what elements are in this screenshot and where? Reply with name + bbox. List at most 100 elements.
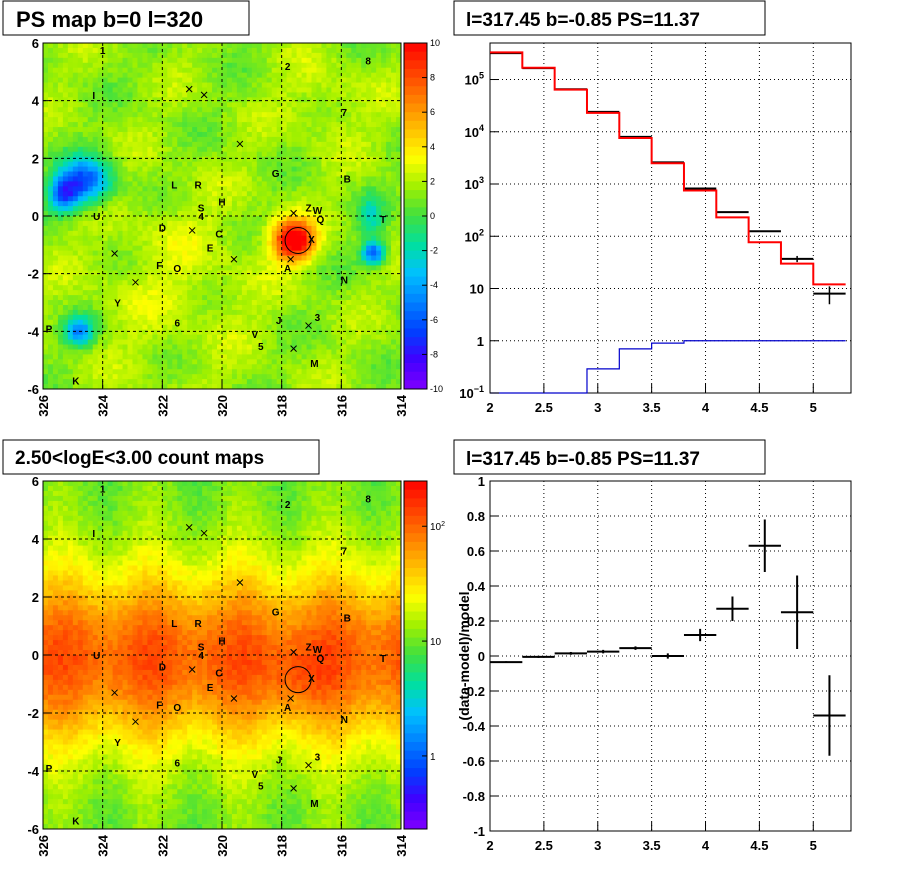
x-tick-label: 4: [702, 838, 710, 853]
source-label: 2: [285, 62, 291, 73]
source-label: 5: [258, 782, 264, 793]
colorbar-cell: [404, 155, 427, 165]
source-label: N: [341, 275, 348, 286]
y-tick-label: -0.4: [463, 719, 486, 734]
source-label: C: [215, 668, 222, 679]
colorbar-cell: [404, 164, 427, 174]
colorbar-tick-label: 2: [430, 176, 435, 186]
map-overlay: 1 2 8 I 7 G B L R H S4 Z WQ T U D C X E F O A N Y 6 J 3 P V5 M K: [43, 481, 401, 829]
colorbar-cell: [404, 181, 427, 191]
colorbar-cell: [404, 302, 427, 312]
source-label: 4: [198, 651, 204, 662]
colorbar-tick-label: -8: [430, 349, 438, 359]
colorbar-cell: [404, 689, 427, 699]
colorbar-tick-label: 10: [430, 637, 442, 648]
colorbar-cell: [404, 550, 427, 560]
source-label: N: [341, 715, 348, 726]
y-tick-label: -4: [27, 324, 39, 339]
colorbar-cell: [404, 802, 427, 812]
colorbar-tick-label: 1: [430, 752, 436, 763]
y-tick-label: 10: [470, 282, 484, 297]
colorbar-cell: [404, 198, 427, 208]
colorbar-cell: [404, 620, 427, 630]
source-label: V: [251, 330, 258, 341]
source-label: O: [173, 264, 181, 275]
y-tick-label: -0.8: [463, 789, 485, 804]
source-label: V: [251, 770, 258, 781]
colorbar-cell: [404, 250, 427, 260]
colorbar-cell: [404, 733, 427, 743]
y-tick-label: -2: [27, 267, 39, 282]
colorbar-cell: [404, 515, 427, 525]
source-label: F: [156, 261, 162, 272]
chart-title: PS map b=0 l=320: [16, 7, 203, 32]
colorbar-cell: [404, 681, 427, 691]
source-label: M: [310, 799, 318, 810]
source-label: 8: [365, 56, 371, 67]
source-label: B: [344, 175, 351, 186]
colorbar-tick-label: -6: [430, 315, 438, 325]
colorbar-cell: [404, 233, 427, 243]
residual-points: [490, 519, 846, 756]
y-tick-label: 1: [478, 474, 485, 489]
source-label: Z: [305, 642, 311, 653]
colorbar-cell: [404, 498, 427, 508]
colorbar-tick-label: 0: [430, 211, 435, 221]
colorbar-tick-label: -4: [430, 280, 438, 290]
source-label: A: [284, 703, 291, 714]
y-tick-label: 105: [465, 71, 484, 88]
colorbar-cell: [404, 77, 427, 87]
colorbar-cell: [404, 820, 427, 830]
colorbar-cell: [404, 60, 427, 70]
colorbar-cell: [404, 663, 427, 673]
colorbar-cell: [404, 51, 427, 61]
x-tick-label: 3.5: [643, 400, 661, 415]
source-label: 5: [258, 342, 264, 353]
y-tick-label: 2: [32, 151, 39, 166]
colorbar-tick-label: -10: [430, 384, 443, 394]
source-cross: [200, 529, 208, 537]
colorbar-cell: [404, 707, 427, 717]
source-label: W: [313, 206, 323, 217]
y-tick-label: 6: [32, 36, 39, 51]
y-tick-label: 10−1: [459, 384, 484, 401]
source-label: U: [93, 651, 100, 662]
source-label: E: [207, 683, 214, 694]
colorbar-tick-label: 8: [430, 73, 435, 83]
source-label: C: [215, 229, 222, 240]
source-cross: [287, 255, 294, 263]
source-label: G: [272, 608, 280, 619]
source-label: D: [159, 224, 166, 235]
source-label: P: [46, 764, 53, 775]
y-tick-label: 104: [465, 123, 484, 140]
y-tick-label: -0.2: [463, 684, 485, 699]
y-tick-label: 4: [32, 532, 40, 547]
colorbar-cell: [404, 311, 427, 321]
source-cross: [188, 227, 196, 234]
colorbar-cell: [404, 172, 427, 182]
source-cross: [230, 695, 238, 702]
colorbar-cell: [404, 594, 427, 604]
y-tick-label: 0: [32, 648, 39, 663]
panel-residuals: 2 2.5 3 3.5 4 4.5 5 1 0.8 0.6 0.4 0.2 0 -0.2 -0.4 -0.6 -…: [453, 439, 852, 853]
y-tick-label: 103: [465, 175, 484, 192]
colorbar-cell: [404, 337, 427, 347]
source-cross: [290, 785, 297, 792]
x-tick-label: 2.5: [535, 838, 553, 853]
colorbar-cell: [404, 354, 427, 364]
source-cross: [132, 278, 139, 286]
source-label: D: [159, 663, 166, 674]
colorbar-cell: [404, 112, 427, 122]
colorbar-cell: [404, 328, 427, 338]
x-tick-label: 4.5: [750, 400, 768, 415]
colorbar-cell: [404, 602, 427, 612]
source-label: B: [344, 613, 351, 624]
source-label: 8: [365, 494, 371, 505]
source-label: 7: [342, 108, 348, 119]
source-cross: [290, 648, 297, 656]
colorbar-cell: [404, 129, 427, 139]
x-tick-label: 322: [155, 835, 170, 857]
source-cross: [236, 140, 244, 148]
